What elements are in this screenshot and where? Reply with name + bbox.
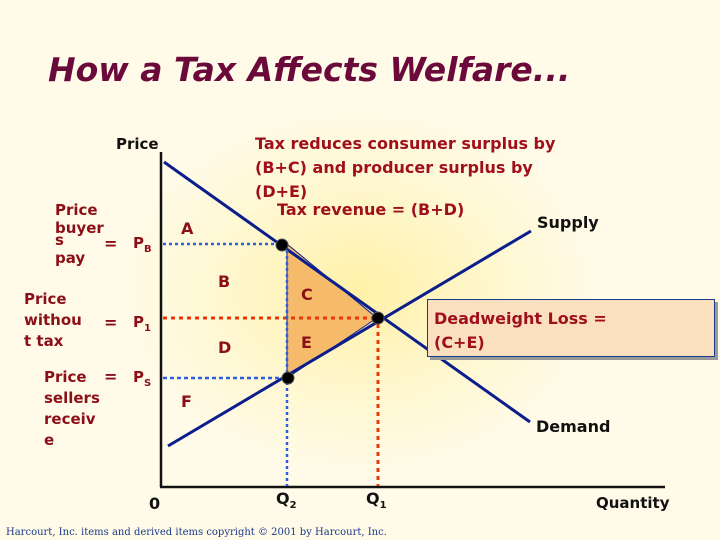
demand-label: Demand: [536, 417, 611, 436]
p1-label: P1: [133, 313, 151, 334]
area-c-label: C: [301, 285, 313, 304]
x-axis-label: Quantity: [596, 494, 670, 512]
buyer-price-point: [275, 238, 289, 252]
deadweight-loss-box: [427, 299, 715, 357]
tax-revenue-note: Tax revenue = (B+D): [277, 200, 465, 219]
q1-label: Q1: [366, 489, 387, 512]
copyright-footer: Harcourt, Inc. items and derived items c…: [6, 527, 387, 538]
y-axis-label: Price: [116, 135, 159, 153]
equilibrium-point: [371, 311, 385, 325]
pb-label: PB: [133, 234, 152, 255]
supply-curve: [167, 229, 532, 448]
area-e-label: E: [301, 333, 312, 352]
supply-label: Supply: [537, 213, 599, 232]
seller-price-point: [281, 371, 295, 385]
slide-title: How a Tax Affects Welfare...: [48, 50, 571, 89]
sellers-price-caption: Price sellers receiv e: [44, 368, 100, 449]
area-f-label: F: [181, 392, 192, 411]
origin-label: 0: [149, 494, 161, 513]
surplus-note: Tax reduces consumer surplus by (B+C) an…: [255, 134, 556, 201]
q2-label: Q2: [276, 489, 297, 512]
no-tax-price-equals: =: [104, 313, 118, 332]
area-b-label: B: [218, 272, 231, 291]
deadweight-triangle: [286, 242, 378, 379]
deadweight-loss-text: Deadweight Loss = (C+E): [434, 309, 607, 352]
buyers-price-caption: Price buyer s pay: [55, 201, 104, 267]
ps-label: PS: [133, 368, 152, 389]
area-d-label: D: [218, 338, 232, 357]
no-tax-price-caption: Price withou t tax: [24, 290, 82, 350]
area-a-label: A: [181, 219, 194, 238]
buyers-price-equals: =: [104, 234, 118, 253]
demand-curve: [163, 160, 531, 424]
sellers-price-equals: =: [104, 367, 118, 386]
